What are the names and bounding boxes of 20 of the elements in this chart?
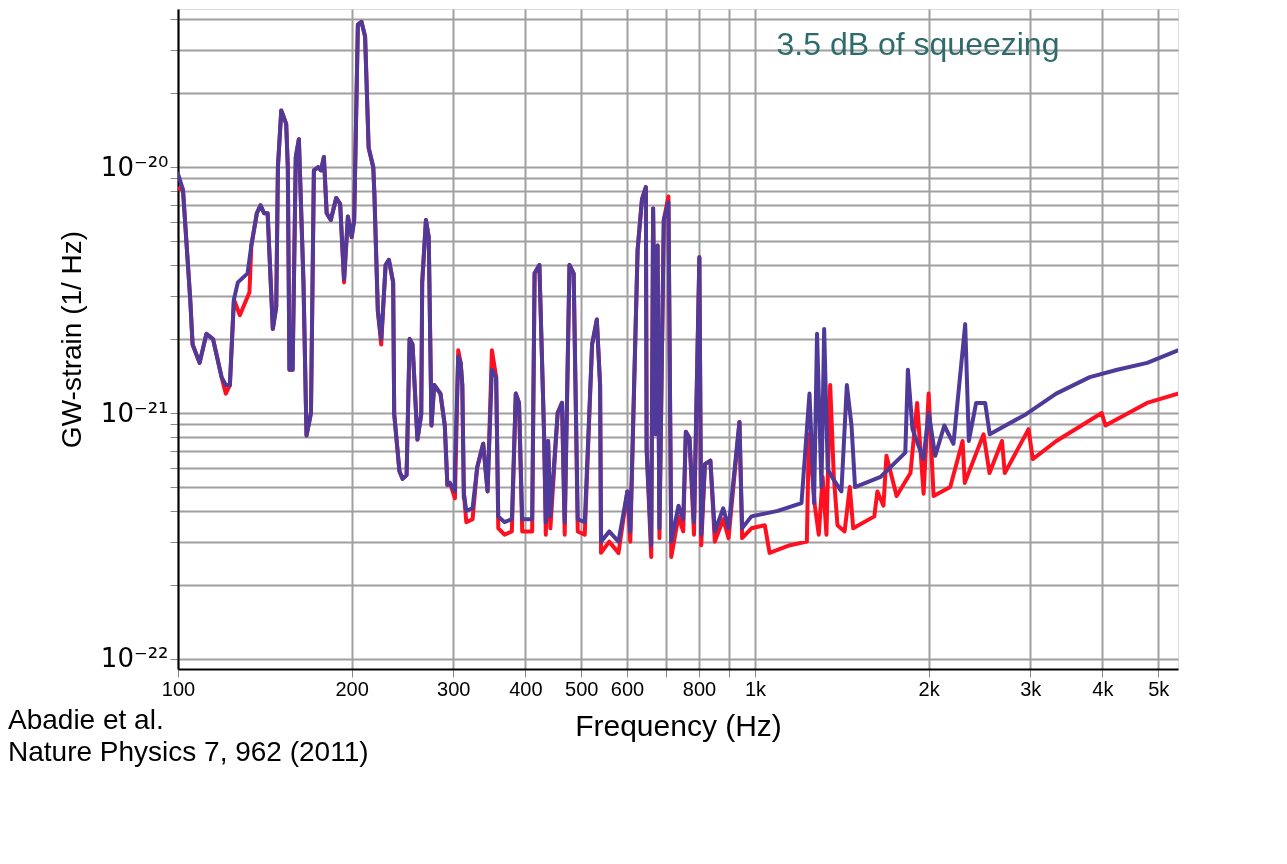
annotation: 3.5 dB of squeezing — [776, 26, 1060, 62]
x-tick-label: 2k — [918, 677, 941, 700]
x-tick-label: 600 — [610, 677, 645, 700]
x-axis-title: Frequency (Hz) — [575, 708, 782, 742]
y-tick-label: 10⁻²¹ — [100, 397, 169, 428]
y-tick-label: 10⁻²⁰ — [100, 151, 169, 182]
y-tick-label: 10⁻²² — [100, 643, 169, 674]
x-tick-label: 1k — [744, 677, 768, 700]
x-tick-label: 300 — [437, 677, 471, 700]
x-tick-label: 800 — [682, 677, 717, 700]
x-tick-label: 500 — [565, 677, 599, 700]
text: Nature Physics 7, 962 (2011) — [8, 736, 369, 767]
x-tick-label: 3k — [1020, 677, 1043, 700]
text: Abadie et al. — [8, 704, 164, 735]
x-tick-label: 400 — [509, 677, 543, 700]
x-tick-label: 100 — [161, 677, 196, 700]
x-tick-label: 4k — [1092, 677, 1115, 700]
x-tick-label: 200 — [335, 677, 369, 700]
x-tick-label: 5k — [1148, 677, 1171, 700]
y-axis-title: GW-strain (1/ Hz) — [55, 230, 87, 449]
